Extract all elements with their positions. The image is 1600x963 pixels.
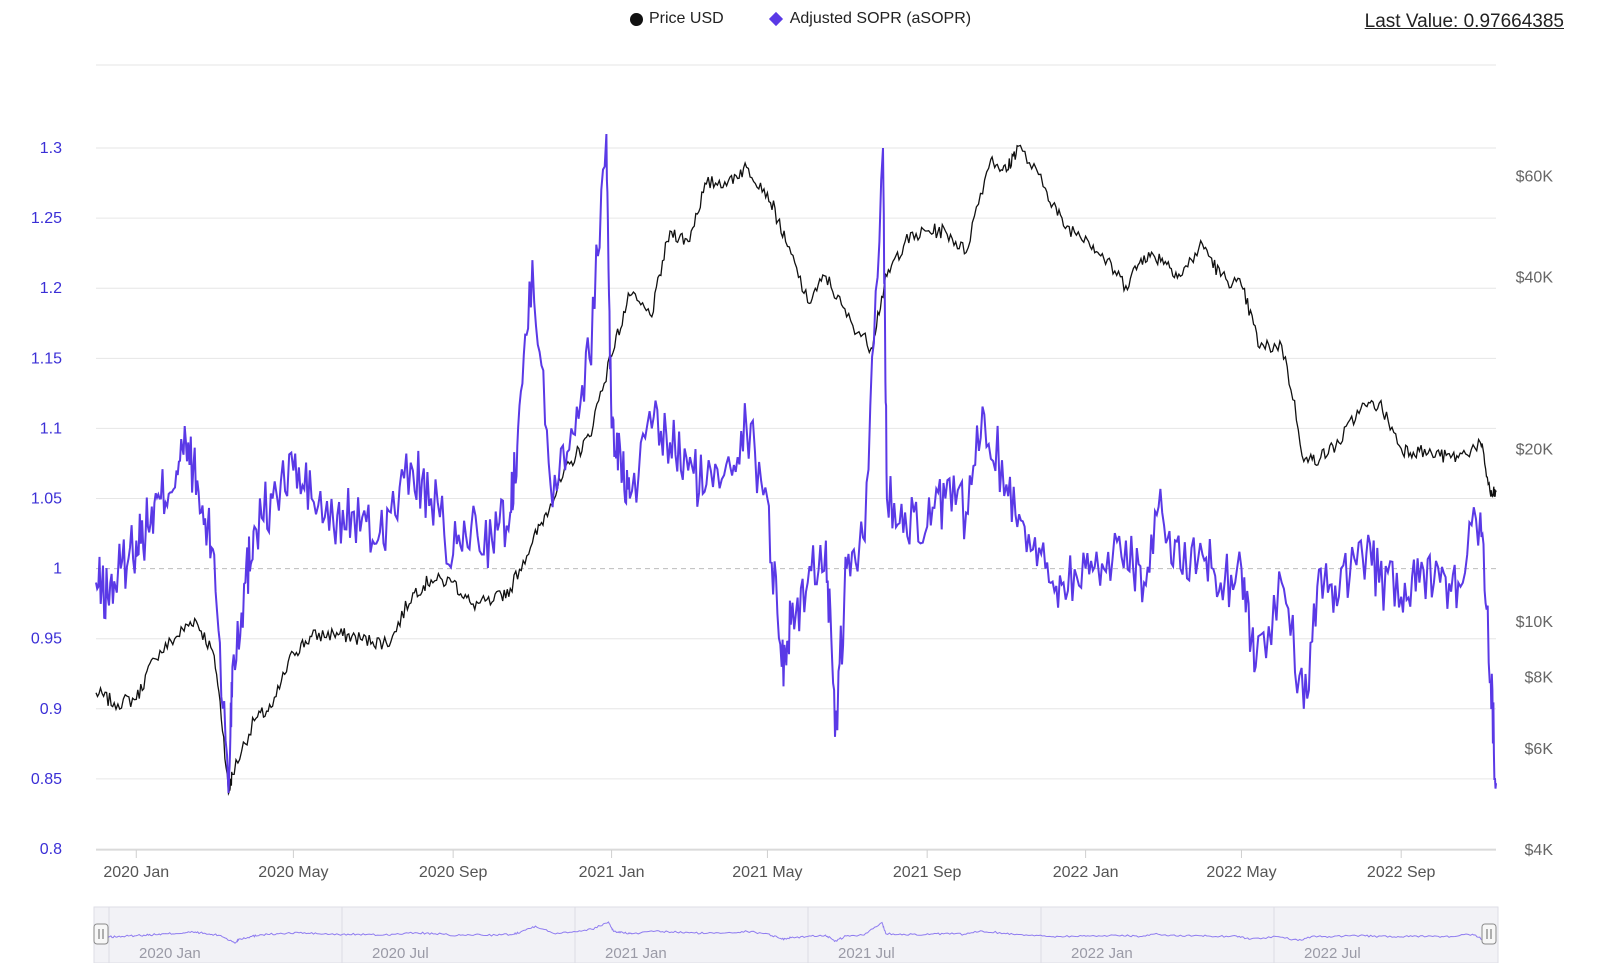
x-axis-tick-label: 2021 Jan xyxy=(579,864,645,881)
x-axis-tick-label: 2022 May xyxy=(1206,864,1276,881)
left-axis-tick-label: 1.1 xyxy=(40,420,62,437)
legend-label-price: Price USD xyxy=(649,10,724,27)
left-axis-tick-label: 1.2 xyxy=(40,280,62,297)
navigator-label: 2022 Jul xyxy=(1304,945,1361,962)
left-axis-tick-label: 0.8 xyxy=(40,841,62,858)
left-axis-tick-label: 1.05 xyxy=(31,491,62,508)
chart-legend: Price USD Adjusted SOPR (aSOPR) xyxy=(630,10,971,28)
right-axis-tick-label: $8K xyxy=(1525,670,1554,687)
x-axis-tick-label: 2021 Sep xyxy=(893,864,962,881)
right-axis-tick-label: $60K xyxy=(1516,168,1554,185)
navigator-label: 2020 Jan xyxy=(139,945,201,962)
right-axis-tick-label: $10K xyxy=(1516,614,1554,631)
legend-label-asopr: Adjusted SOPR (aSOPR) xyxy=(789,10,972,27)
price-usd-line xyxy=(95,144,1497,796)
right-axis-tick-label: $6K xyxy=(1525,741,1554,758)
left-axis-tick-label: 0.9 xyxy=(40,701,62,718)
navigator-right-handle[interactable] xyxy=(1481,923,1497,945)
x-axis-tick-label: 2021 May xyxy=(732,864,802,881)
legend-item-price[interactable]: Price USD xyxy=(630,10,724,28)
last-value-readout[interactable]: Last Value: 0.97664385 xyxy=(1364,11,1564,32)
right-axis-tick-label: $40K xyxy=(1516,269,1554,286)
navigator-label: 2021 Jan xyxy=(605,945,667,962)
x-axis-tick-label: 2022 Jan xyxy=(1053,864,1119,881)
navigator-asopr-line xyxy=(103,921,1489,944)
left-axis-tick-label: 0.85 xyxy=(31,771,62,788)
right-axis-tick-label: $20K xyxy=(1516,442,1554,459)
left-axis-tick-label: 1 xyxy=(53,561,62,578)
legend-item-asopr[interactable]: Adjusted SOPR (aSOPR) xyxy=(768,10,971,28)
x-axis-tick-label: 2022 Sep xyxy=(1367,864,1436,881)
left-axis-tick-label: 1.25 xyxy=(31,210,62,227)
price-legend-marker-icon xyxy=(630,12,643,26)
x-axis-tick-label: 2020 Sep xyxy=(419,864,488,881)
right-axis-tick-label: $4K xyxy=(1525,842,1554,859)
x-axis-tick-label: 2020 Jan xyxy=(103,864,169,881)
x-axis-tick-label: 2020 May xyxy=(258,864,328,881)
left-axis-tick-label: 1.15 xyxy=(31,350,62,367)
left-axis-tick-label: 0.95 xyxy=(31,631,62,648)
navigator-left-handle[interactable] xyxy=(93,923,109,945)
navigator-panel[interactable] xyxy=(93,906,1499,963)
navigator-label: 2020 Jul xyxy=(372,945,429,962)
navigator-label: 2022 Jan xyxy=(1071,945,1133,962)
asopr-line xyxy=(95,133,1497,793)
navigator-label: 2021 Jul xyxy=(838,945,895,962)
left-axis-tick-label: 1.3 xyxy=(40,140,62,157)
